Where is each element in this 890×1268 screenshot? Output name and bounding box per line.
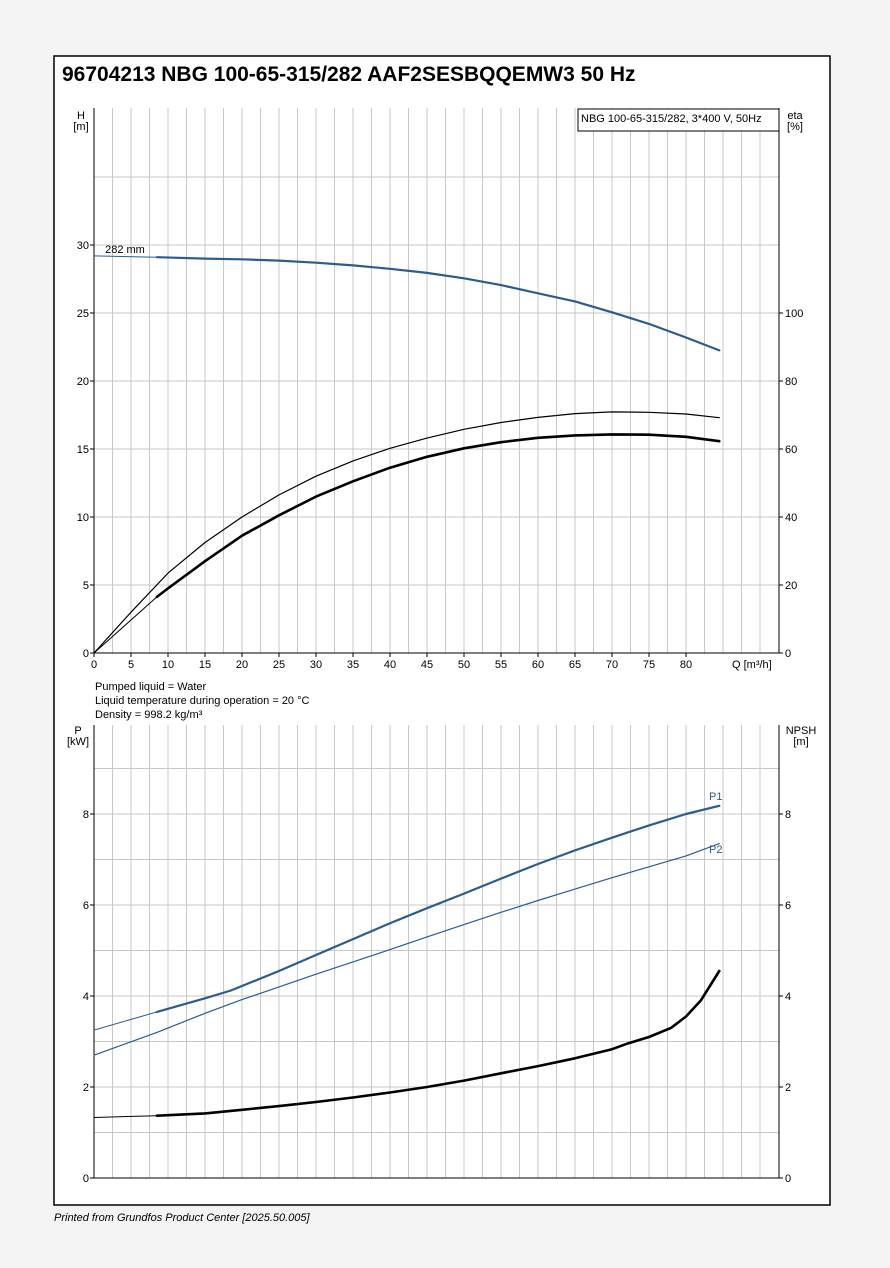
- top-series: [93, 255, 721, 654]
- x-tick-label: 45: [421, 659, 433, 671]
- y-right-tick-label: 80: [785, 376, 797, 388]
- top-axes: [90, 108, 783, 657]
- bottom-labels: 0 2 4 6 8 0 2 4 6 8: [83, 809, 791, 1185]
- y-right-tick-label: 20: [785, 580, 797, 592]
- x-tick-label: 15: [199, 659, 211, 671]
- note-liquid: Pumped liquid = Water: [95, 681, 207, 693]
- x-tick-label: 0: [91, 659, 97, 671]
- x-tick-label: 60: [532, 659, 544, 671]
- y-right-tick-label: 40: [785, 512, 797, 524]
- note-temperature: Liquid temperature during operation = 20…: [95, 695, 310, 707]
- y-left-label-bottom: P: [74, 725, 81, 737]
- sheet-frame: [53, 55, 831, 1206]
- y-right-tick-label: 0: [785, 648, 791, 660]
- legend-box: [577, 108, 780, 132]
- x-tick-label: 70: [606, 659, 618, 671]
- y-right-tick-label: 60: [785, 444, 797, 456]
- legend-box-text: NBG 100-65-315/282, 3*400 V, 50Hz: [581, 113, 762, 125]
- series-line-eta-thin: [93, 411, 720, 654]
- y-right-tick-label: 6: [785, 900, 791, 912]
- y-left-unit-top: [m]: [73, 121, 88, 133]
- y-right-tick-label: 100: [785, 308, 803, 320]
- y-right-unit-top: [%]: [787, 121, 803, 133]
- x-tick-label: 75: [643, 659, 655, 671]
- series-line-npsh-extension: [93, 1115, 157, 1118]
- top-grid: [94, 108, 779, 653]
- y-left-tick-label: 5: [83, 580, 89, 592]
- y-left-tick-label: 4: [83, 991, 89, 1003]
- y-right-tick-label: 4: [785, 991, 791, 1003]
- y-right-tick-label: 2: [785, 1082, 791, 1094]
- note-density: Density = 998.2 kg/m³: [95, 709, 203, 721]
- y-left-tick-label: 0: [83, 648, 89, 660]
- print-footer: Printed from Grundfos Product Center [20…: [54, 1212, 311, 1224]
- bottom-axes: [90, 725, 783, 1179]
- series-label-p2: P2: [709, 844, 722, 856]
- x-tick-label: 5: [128, 659, 134, 671]
- x-tick-label: 20: [236, 659, 248, 671]
- series-line-eta-bold-extension: [93, 596, 158, 654]
- y-left-tick-label: 2: [83, 1082, 89, 1094]
- x-tick-label: 30: [310, 659, 322, 671]
- bottom-grid: [94, 725, 779, 1178]
- series-line-npsh: [155, 969, 721, 1117]
- x-tick-label: 80: [680, 659, 692, 671]
- y-left-unit-bottom: [kW]: [67, 736, 89, 748]
- x-tick-label: 10: [162, 659, 174, 671]
- x-tick-label: 55: [495, 659, 507, 671]
- x-tick-label: 25: [273, 659, 285, 671]
- series-line-p1-extension: [93, 1011, 158, 1031]
- y-left-label-top: H: [77, 110, 85, 122]
- y-left-tick-label: 8: [83, 809, 89, 821]
- x-tick-label: 40: [384, 659, 396, 671]
- y-right-label-top: eta: [787, 110, 803, 122]
- curve-annotation: 282 mm: [105, 244, 145, 256]
- y-left-tick-label: 15: [77, 444, 89, 456]
- series-line-h: [155, 256, 721, 352]
- page-title: 96704213 NBG 100-65-315/282 AAF2SESBQQEM…: [62, 63, 636, 86]
- x-tick-label: 65: [569, 659, 581, 671]
- x-tick-label: 50: [458, 659, 470, 671]
- y-right-unit-bottom: [m]: [793, 736, 808, 748]
- series-line-p1: [155, 804, 721, 1014]
- x-axis-label: Q [m³/h]: [732, 659, 772, 671]
- y-right-tick-label: 0: [785, 1173, 791, 1185]
- y-left-tick-label: 0: [83, 1173, 89, 1185]
- top-labels: 0 5 10 15 20 25 30 0 20 40 60 80 100 0 5 10 15 20 25 30 35 40…: [77, 240, 804, 671]
- power-npsh-chart: 0 2 4 6 8 0 2 4 6 8 P [kW] NPSH [m] P1 P2: [67, 725, 816, 1185]
- head-efficiency-chart: 0 5 10 15 20 25 30 0 20 40 60 80 100 0 5 10 15 20 25 30 35 40…: [73, 108, 804, 671]
- bottom-series: [93, 804, 721, 1118]
- x-tick-label: 35: [347, 659, 359, 671]
- series-line-p2: [93, 842, 720, 1056]
- y-left-tick-label: 6: [83, 900, 89, 912]
- series-line-eta-bold: [155, 433, 721, 599]
- y-left-tick-label: 20: [77, 376, 89, 388]
- y-left-tick-label: 25: [77, 308, 89, 320]
- pumped-liquid-notes: Pumped liquid = Water Liquid temperature…: [95, 681, 310, 721]
- y-left-tick-label: 30: [77, 240, 89, 252]
- y-right-label-bottom: NPSH: [786, 725, 817, 737]
- y-right-tick-label: 8: [785, 809, 791, 821]
- series-label-p1: P1: [709, 791, 722, 803]
- series-line-h-extension: [93, 255, 157, 258]
- y-left-tick-label: 10: [77, 512, 89, 524]
